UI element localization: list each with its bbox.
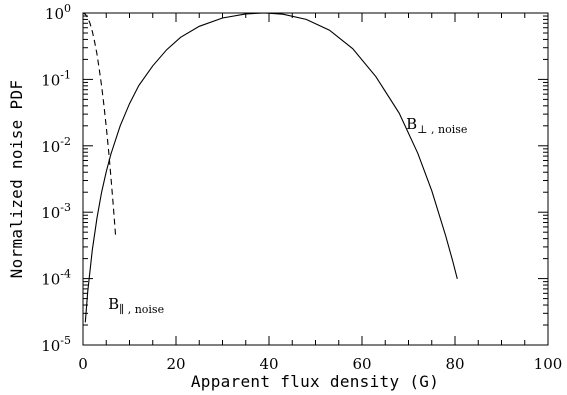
x-tick-label: 0: [78, 355, 88, 373]
y-tick-label: 10-5: [41, 334, 71, 355]
y-tick-label: 100: [45, 2, 71, 23]
x-tick-label: 20: [166, 355, 185, 373]
x-tick-label: 40: [259, 355, 278, 373]
parallel-noise-curve: [83, 13, 117, 236]
x-tick-label: 100: [534, 355, 563, 373]
x-tick-label: 80: [445, 355, 464, 373]
y-tick-label: 10-3: [41, 201, 71, 222]
y-tick-label: 10-1: [41, 68, 71, 89]
plot-frame: [82, 12, 549, 346]
annotation-par: B∥ , noise: [108, 295, 164, 316]
x-ticks: 0 20 40 60 80 100: [78, 13, 562, 373]
curves: [83, 13, 458, 323]
x-tick-label: 60: [352, 355, 371, 373]
x-axis-title: Apparent flux density (G): [191, 372, 439, 391]
y-axis-title: Normalized noise PDF: [7, 80, 26, 279]
y-tick-label: 10-4: [41, 268, 71, 289]
annotation-perp: B⊥ , noise: [406, 115, 467, 136]
perpendicular-noise-curve: [84, 13, 458, 323]
y-tick-label: 10-2: [41, 135, 71, 156]
